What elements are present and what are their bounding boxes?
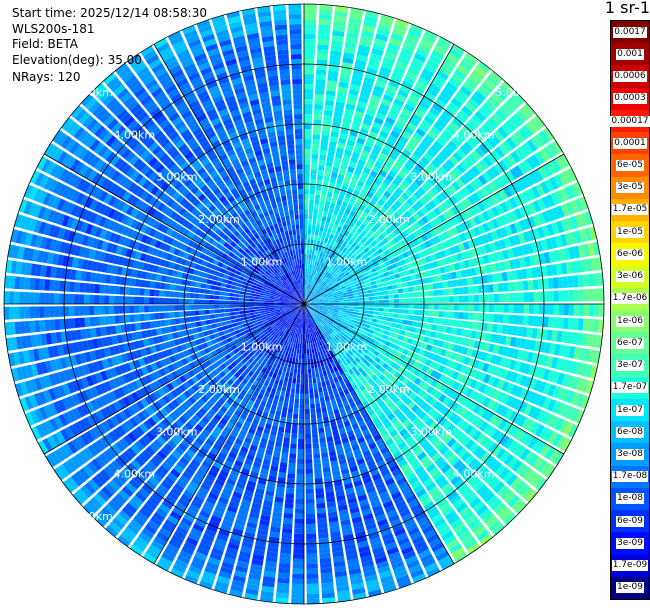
- range-ring-label: 5.00km: [495, 86, 537, 99]
- ppi-scan-plot: 1.00km 1.00km 1.00km 1.00km 2.00km 2.00km 2.00…: [3, 3, 605, 605]
- colorbar-bin-label: 6e-06: [616, 248, 644, 260]
- colorbar-bin: 0.001: [611, 43, 649, 66]
- range-ring-label: 2.00km: [198, 383, 240, 396]
- colorbar-bin: 3e-09: [611, 532, 649, 555]
- colorbar-bin: 0.0006: [611, 65, 649, 88]
- colorbar-bin: 1.7e-09: [611, 554, 649, 577]
- range-ring-label: 2.00km: [368, 383, 410, 396]
- colorbar-bin-label: 3e-07: [616, 360, 644, 372]
- range-ring-label: 4.00km: [114, 128, 156, 141]
- colorbar-bin: 1.7e-06: [611, 287, 649, 310]
- range-ring-label: 4.00km: [453, 468, 495, 481]
- colorbar-bin: 6e-07: [611, 332, 649, 355]
- range-ring-label: 1.00km: [326, 256, 368, 269]
- colorbar-bin: 1.7e-05: [611, 198, 649, 222]
- colorbar-bin: 1e-09: [611, 576, 649, 599]
- azimuth-spoke: [303, 43, 455, 305]
- colorbar-bin-label: 0.0006: [613, 71, 647, 83]
- colorbar-bin-label: 1.7e-09: [611, 560, 649, 572]
- range-ring-label: 2.00km: [368, 213, 410, 226]
- range-ring-label: 5.00km: [71, 86, 113, 99]
- colorbar-bin-label: 3e-09: [616, 537, 644, 549]
- colorbar-bin-label: 0.001: [616, 48, 644, 60]
- azimuth-spoke: [153, 303, 305, 565]
- colorbar-bin: 6e-05: [611, 154, 649, 177]
- colorbar-bin-label: 1e-05: [616, 226, 644, 238]
- colorbar-bin-label: 1.7e-06: [611, 293, 649, 305]
- colorbar-bin: 3e-08: [611, 443, 649, 466]
- colorbar-bin: 1e-08: [611, 487, 649, 511]
- nrays-text: NRays: 120: [12, 70, 81, 84]
- range-ring-label: 1.00km: [241, 256, 283, 269]
- colorbar-bin-label: 0.0017: [613, 26, 647, 38]
- range-ring-label: 3.00km: [411, 171, 453, 184]
- colorbar-bin-label: 1.7e-07: [611, 382, 649, 394]
- range-ring-label: 4.00km: [453, 128, 495, 141]
- range-ring-labels: 1.00km 1.00km 1.00km 1.00km 2.00km 2.00km 2.00…: [71, 86, 537, 523]
- colorbar-bin-label: 3e-05: [616, 182, 644, 194]
- elevation-text: Elevation(deg): 35.00: [12, 53, 142, 67]
- azimuth-spokes: [4, 4, 604, 604]
- colorbar-bin-label: 0.0001: [613, 137, 647, 149]
- colorbar-bin-label: 1.7e-08: [611, 471, 649, 483]
- range-ring-label: 1.00km: [326, 340, 368, 353]
- colorbar-bin: 1e-06: [611, 310, 649, 333]
- colorbar-bin: 6e-09: [611, 510, 649, 533]
- range-ring-label: 3.00km: [411, 425, 453, 438]
- colorbar-bin: 1.7e-08: [611, 465, 649, 488]
- colorbar-bin: 3e-05: [611, 176, 649, 199]
- azimuth-spoke: [303, 153, 565, 305]
- azimuth-spoke: [303, 303, 455, 565]
- azimuth-spoke: [43, 153, 305, 305]
- colorbar-bin-label: 6e-09: [616, 515, 644, 527]
- colorbar-bin: 1.7e-07: [611, 376, 649, 399]
- ppi-rays: [4, 4, 604, 604]
- colorbar-unit-title: m-1 sr-1: [606, 0, 650, 17]
- field-text: Field: BETA: [12, 37, 78, 51]
- colorbar-bin-label: 1e-09: [616, 582, 644, 594]
- colorbar-bin-label: 3e-06: [616, 271, 644, 283]
- range-ring-label: 3.00km: [156, 171, 198, 184]
- colorbar-bin-label: 1e-07: [616, 404, 644, 416]
- colorbar-bin-label: 0.00017: [610, 115, 650, 127]
- colorbar-bin-label: 1e-08: [616, 493, 644, 505]
- colorbar-bin: 0.00017: [610, 109, 650, 133]
- range-ring-label: 4.00km: [114, 468, 156, 481]
- colorbar-bin: 0.0003: [611, 87, 649, 110]
- colorbar-bin-label: 6e-07: [616, 337, 644, 349]
- colorbar-bin: 0.0017: [611, 21, 649, 44]
- start-time-text: Start time: 2025/12/14 08:58:30: [12, 6, 207, 20]
- range-ring-label: 1.00km: [241, 340, 283, 353]
- range-ring-label: 2.00km: [198, 213, 240, 226]
- azimuth-spoke: [43, 303, 305, 455]
- colorbar-bin: 6e-08: [611, 421, 649, 444]
- colorbar-bin: 1e-05: [611, 221, 649, 244]
- colorbar-bin: 3e-07: [611, 354, 649, 377]
- colorbar-bin-label: 1.7e-05: [611, 204, 649, 216]
- colorbar-bin-label: 6e-08: [616, 426, 644, 438]
- colorbar-bin-label: 0.0003: [613, 93, 647, 105]
- colorbar-bin: 1e-07: [611, 398, 649, 422]
- colorbar-bin: 0.0001: [611, 132, 649, 155]
- colorbar-bin: 3e-06: [611, 265, 649, 288]
- colorbar: 0.0017 0.001 0.0006 0.0003 0.00017 0.0001 6e-0…: [610, 20, 650, 600]
- azimuth-spoke: [153, 43, 305, 305]
- colorbar-bin-label: 3e-08: [616, 448, 644, 460]
- colorbar-bin-label: 1e-06: [616, 315, 644, 327]
- azimuth-spoke: [303, 303, 565, 455]
- colorbar-bin-label: 6e-05: [616, 159, 644, 171]
- range-ring-label: 3.00km: [156, 425, 198, 438]
- colorbar-bin: 6e-06: [611, 243, 649, 266]
- range-ring-label: 5.00km: [71, 510, 113, 523]
- instrument-name-text: WLS200s-181: [12, 22, 95, 36]
